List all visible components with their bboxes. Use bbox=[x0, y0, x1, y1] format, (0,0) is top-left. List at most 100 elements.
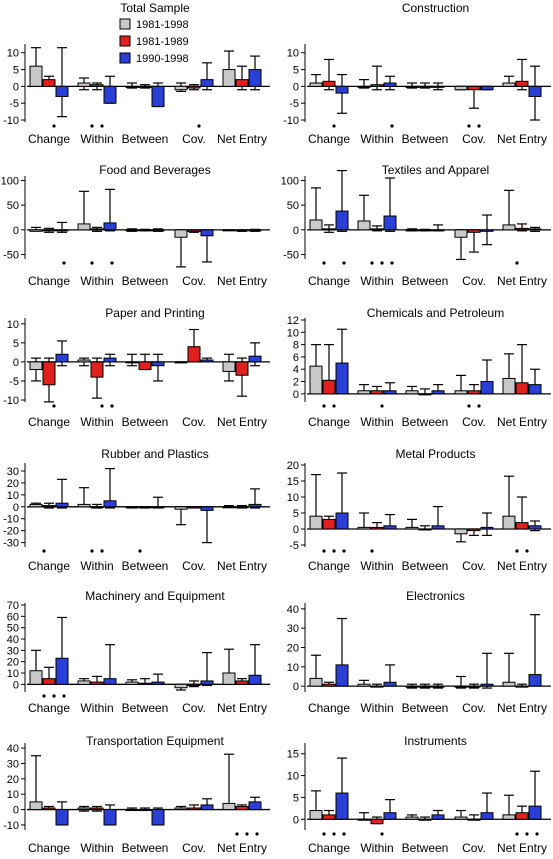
y-tick-label: -10 bbox=[3, 514, 19, 526]
bar bbox=[335, 512, 349, 530]
bar bbox=[55, 809, 69, 826]
x-category-label: Between bbox=[402, 701, 449, 715]
y-tick-label: 0 bbox=[13, 357, 19, 369]
x-category-label: Change bbox=[28, 701, 70, 715]
y-tick-label: -50 bbox=[283, 250, 299, 262]
x-category-label: Change bbox=[28, 559, 70, 573]
y-tick-label: 0 bbox=[293, 814, 299, 826]
bar bbox=[454, 528, 468, 535]
significance-dot bbox=[332, 404, 336, 408]
significance-dot bbox=[477, 124, 481, 128]
significance-dot bbox=[322, 261, 326, 265]
bar bbox=[370, 526, 384, 530]
significance-dot bbox=[245, 832, 249, 836]
y-tick-label: -50 bbox=[3, 250, 19, 262]
bar bbox=[467, 229, 481, 233]
bar bbox=[502, 515, 516, 530]
x-category-label: Between bbox=[402, 415, 449, 429]
y-tick-label: 10 bbox=[7, 319, 19, 331]
bar bbox=[383, 812, 397, 820]
significance-dot bbox=[370, 261, 374, 265]
significance-dot bbox=[100, 404, 104, 408]
bar bbox=[187, 229, 201, 232]
bar bbox=[187, 85, 201, 89]
y-tick-label: 0 bbox=[293, 389, 299, 401]
bar bbox=[418, 229, 432, 232]
chart-panel: Total Sample 10 5 0 -5 -10 Change Within Between… bbox=[3, 1, 270, 146]
significance-dot bbox=[467, 124, 471, 128]
bar bbox=[77, 680, 91, 685]
bar bbox=[103, 85, 117, 104]
x-category-label: Cov. bbox=[182, 132, 206, 146]
bar bbox=[200, 359, 214, 363]
x-category-label: Cov. bbox=[462, 274, 486, 288]
x-category-label: Net Entry bbox=[217, 132, 267, 146]
bar bbox=[29, 361, 43, 371]
bar bbox=[405, 526, 419, 530]
y-tick-label: 0 bbox=[293, 681, 299, 693]
chart-panel: Electronics 40 30 20 10 0 Change Within Between C… bbox=[287, 589, 551, 715]
significance-dot bbox=[390, 261, 394, 265]
bar bbox=[502, 377, 516, 395]
x-category-label: Change bbox=[28, 132, 70, 146]
x-category-label: Change bbox=[308, 415, 350, 429]
bar bbox=[515, 522, 529, 530]
x-category-label: Change bbox=[28, 274, 70, 288]
bar bbox=[454, 816, 468, 820]
significance-dot bbox=[322, 404, 326, 408]
bar bbox=[222, 229, 236, 232]
bar bbox=[480, 381, 494, 395]
y-tick-label: -5 bbox=[289, 98, 299, 110]
panel-title: Textiles and Apparel bbox=[382, 163, 489, 177]
y-tick-label: -30 bbox=[3, 538, 19, 550]
bar bbox=[138, 85, 152, 88]
x-category-label: Net Entry bbox=[217, 559, 267, 573]
y-tick-label: 40 bbox=[7, 743, 19, 755]
legend: 1981-1998 1981-1989 1990-1998 bbox=[119, 18, 189, 65]
x-category-label: Change bbox=[308, 274, 350, 288]
y-tick-label: 20 bbox=[287, 643, 299, 655]
x-category-label: Within bbox=[80, 841, 113, 855]
bar bbox=[90, 84, 104, 87]
significance-dot bbox=[138, 549, 142, 553]
bar bbox=[90, 807, 104, 811]
y-tick-label: 10 bbox=[287, 48, 299, 60]
bar bbox=[187, 346, 201, 363]
bar bbox=[431, 229, 445, 232]
x-category-label: Net Entry bbox=[497, 415, 547, 429]
bar bbox=[370, 818, 384, 825]
bar bbox=[502, 82, 516, 87]
bar bbox=[357, 526, 371, 530]
bar bbox=[431, 525, 445, 530]
bar bbox=[515, 80, 529, 87]
y-tick-label: 0 bbox=[13, 81, 19, 93]
y-tick-label: 10 bbox=[7, 48, 19, 60]
x-category-label: Change bbox=[308, 132, 350, 146]
significance-dot bbox=[342, 832, 346, 836]
bar bbox=[55, 85, 69, 97]
x-category-label: Net Entry bbox=[497, 559, 547, 573]
x-category-label: Cov. bbox=[462, 559, 486, 573]
y-tick-label: 30 bbox=[287, 623, 299, 635]
bar bbox=[335, 664, 349, 687]
y-tick-label: 60 bbox=[7, 611, 19, 623]
y-tick-label: -20 bbox=[3, 526, 19, 538]
y-tick-label: 10 bbox=[7, 789, 19, 801]
bar bbox=[383, 390, 397, 395]
bar bbox=[431, 85, 445, 88]
bar bbox=[383, 681, 397, 687]
bar bbox=[151, 506, 165, 509]
bar bbox=[309, 219, 323, 231]
y-tick-label: 5 bbox=[13, 65, 19, 77]
bar bbox=[480, 683, 494, 687]
bar bbox=[515, 685, 529, 688]
bar bbox=[174, 85, 188, 91]
bar bbox=[200, 804, 214, 811]
bar bbox=[480, 812, 494, 820]
bar bbox=[103, 222, 117, 231]
bar bbox=[151, 85, 165, 108]
bar bbox=[418, 85, 432, 88]
y-tick-label: 20 bbox=[7, 478, 19, 490]
bar bbox=[42, 229, 56, 232]
